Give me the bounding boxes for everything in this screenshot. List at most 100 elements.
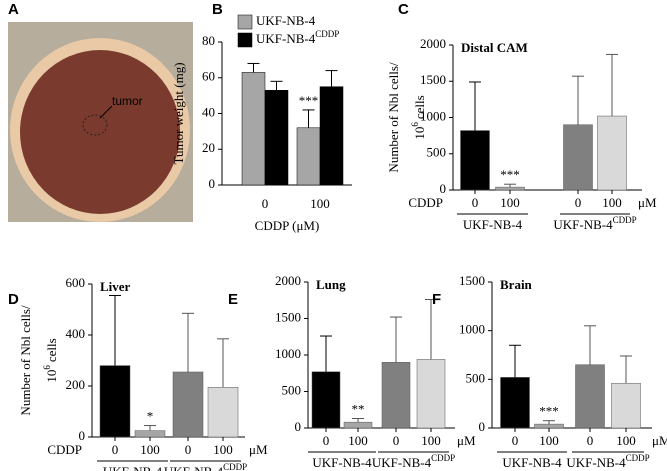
bar bbox=[264, 90, 289, 186]
y-tick-label: 1000 bbox=[275, 346, 301, 361]
y-tick-label: 1500 bbox=[459, 273, 485, 288]
bar bbox=[241, 72, 266, 186]
label: UKF-NB-4 bbox=[103, 464, 163, 471]
bar bbox=[563, 124, 593, 191]
y-tick-label: 500 bbox=[427, 145, 447, 160]
panel-letter: F bbox=[432, 291, 441, 308]
x-tick-label: 0 bbox=[262, 196, 269, 211]
y-label-base: 10 bbox=[44, 370, 59, 383]
x-axis-label: CDDP (μM) bbox=[255, 218, 320, 233]
panel-letter: C bbox=[398, 1, 409, 18]
label: UKF-NB-4CDDP bbox=[553, 215, 636, 232]
x-tick-label: 100 bbox=[140, 442, 160, 457]
label-text: UKF-NB-4 bbox=[256, 13, 316, 28]
cam bbox=[20, 50, 180, 214]
bar bbox=[207, 387, 239, 438]
chart-title: Brain bbox=[500, 277, 533, 292]
bar bbox=[343, 421, 373, 429]
y-axis-label: Tumor weight (mg) bbox=[171, 62, 186, 164]
bar bbox=[500, 377, 530, 429]
photo: tumor bbox=[8, 22, 193, 222]
y-label-sup: 6 bbox=[410, 122, 420, 127]
x-tick-label: 100 bbox=[500, 195, 520, 210]
y-tick-label: 80 bbox=[202, 33, 215, 48]
y-tick-label: 20 bbox=[202, 140, 215, 155]
x-tick-label: 0 bbox=[393, 433, 400, 448]
bar bbox=[381, 362, 411, 429]
y-label-sup: 6 bbox=[42, 365, 52, 370]
label: UKF-NB-4 bbox=[502, 455, 562, 470]
unit-label: μM bbox=[638, 195, 657, 210]
y-axis-label: Number of Nbl cells/ bbox=[386, 62, 401, 173]
x-tick-label: 100 bbox=[310, 196, 330, 211]
treatment-label: CDDP bbox=[47, 442, 82, 457]
y-tick-label: 1000 bbox=[459, 322, 485, 337]
legend-swatch bbox=[237, 14, 253, 30]
label-text: UKF-NB-4 bbox=[164, 464, 224, 471]
y-tick-label: 600 bbox=[66, 275, 86, 290]
label: UKF-NB-4CDDP bbox=[566, 453, 649, 470]
chart-title: Lung bbox=[316, 277, 346, 292]
y-tick-label: 0 bbox=[79, 428, 86, 443]
label-text: UKF-NB-4 bbox=[502, 455, 562, 470]
bar bbox=[416, 359, 446, 429]
y-label-rest: cells bbox=[44, 338, 59, 362]
unit-label: μM bbox=[249, 442, 268, 457]
x-tick-label: 0 bbox=[587, 433, 594, 448]
y-axis-label: 106 cells bbox=[42, 338, 59, 382]
label: UKF-NB-4 bbox=[312, 455, 372, 470]
chart-title: Liver bbox=[100, 279, 131, 294]
treatment-label: CDDP bbox=[408, 195, 443, 210]
tumor-arrow bbox=[99, 105, 113, 119]
bar bbox=[311, 371, 341, 429]
y-tick-label: 0 bbox=[209, 176, 216, 191]
panel-letter: A bbox=[8, 1, 19, 18]
label-text: UKF-NB-4 bbox=[312, 455, 372, 470]
label-text: UKF-NB-4 bbox=[372, 455, 432, 470]
x-tick-label: 100 bbox=[616, 433, 636, 448]
x-tick-label: 100 bbox=[539, 433, 559, 448]
y-tick-label: 1000 bbox=[420, 108, 446, 123]
y-axis-label: 106 cells bbox=[410, 95, 427, 139]
y-tick-label: 0 bbox=[295, 419, 302, 434]
label: UKF-NB-4CDDP bbox=[372, 453, 455, 470]
label: UKF-NB-4 bbox=[463, 217, 523, 232]
unit-label: μM bbox=[457, 433, 476, 448]
label-text: UKF-NB-4 bbox=[553, 217, 613, 232]
y-tick-label: 1500 bbox=[420, 72, 446, 87]
y-axis-label: Number of Nbl cells/ bbox=[18, 305, 33, 416]
y-label-line: Number of Nbl cells/ bbox=[386, 62, 401, 173]
label: UKF-NB-4CDDP bbox=[164, 462, 247, 471]
bar bbox=[534, 423, 564, 429]
label-text: UKF-NB-4 bbox=[463, 217, 523, 232]
tumor-outline bbox=[82, 114, 108, 136]
label-superscript: CDDP bbox=[626, 453, 650, 463]
x-tick-label: 100 bbox=[213, 442, 233, 457]
bar bbox=[460, 130, 490, 191]
significance: *** bbox=[299, 93, 319, 108]
label-superscript: CDDP bbox=[431, 453, 455, 463]
label-text: UKF-NB-4 bbox=[256, 31, 316, 46]
significance: ** bbox=[352, 401, 365, 416]
label-superscript: CDDP bbox=[223, 462, 247, 471]
y-tick-label: 0 bbox=[479, 419, 486, 434]
x-tick-label: 0 bbox=[112, 442, 119, 457]
photo-label: tumor bbox=[112, 94, 143, 108]
y-tick-label: 200 bbox=[66, 377, 86, 392]
label-superscript: CDDP bbox=[613, 215, 637, 225]
x-tick-label: 0 bbox=[185, 442, 192, 457]
x-tick-label: 0 bbox=[323, 433, 330, 448]
significance: * bbox=[147, 409, 154, 424]
legend-swatch bbox=[237, 32, 253, 48]
y-tick-label: 500 bbox=[466, 370, 486, 385]
bar bbox=[99, 365, 131, 438]
x-tick-label: 100 bbox=[421, 433, 441, 448]
y-label-base: 10 bbox=[412, 127, 427, 140]
significance: *** bbox=[539, 404, 559, 419]
x-tick-label: 0 bbox=[512, 433, 519, 448]
x-tick-label: 0 bbox=[575, 195, 582, 210]
x-tick-label: 100 bbox=[348, 433, 368, 448]
panel-letter: B bbox=[212, 1, 223, 18]
bar bbox=[575, 364, 605, 429]
